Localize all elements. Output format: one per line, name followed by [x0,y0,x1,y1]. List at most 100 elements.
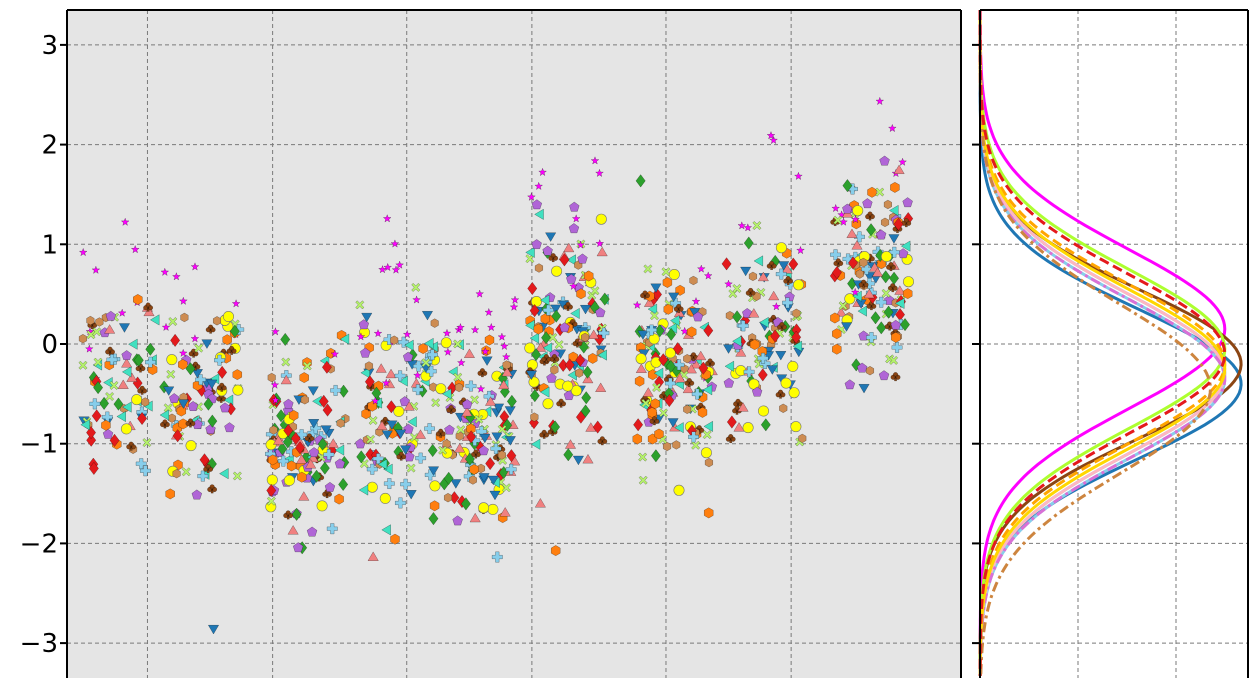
scatter-point-star [455,322,466,332]
scatter-point-triangle-down [394,429,407,440]
scatter-point-plus [412,384,424,396]
scatter-point-circle [562,380,574,392]
scatter-point-plus [106,354,118,366]
scatter-point-x [406,463,416,473]
scatter-point-star [743,223,753,232]
scatter-point-diamond [137,411,148,426]
scatter-point-club [477,368,488,378]
scatter-point-diamond [99,396,110,411]
scatter-point-diamond [290,431,301,446]
scatter-y-tick-label: 3 [41,31,58,61]
scatter-point-star [769,135,779,145]
scatter-point-hexagon [178,418,188,430]
scatter-point-triangle-up [682,383,694,394]
scatter-point-club [556,398,567,408]
scatter-point-circle [478,502,490,514]
scatter-point-hexagon [587,352,598,364]
scatter-point-diamond [580,404,591,418]
scatter-point-club [143,302,154,312]
scatter-point-triangle-left [647,303,658,315]
scatter-point-triangle-down [207,624,220,635]
scatter-point-diamond [633,418,644,432]
scatter-point-club [563,301,573,311]
scatter-point-star [190,262,200,271]
scatter-point-triangle-down [637,330,649,341]
scatter-point-triangle-left [570,307,580,320]
scatter-point-circle [487,503,499,515]
scatter-point-club [226,345,237,355]
scatter-point-plus [759,358,771,369]
scatter-point-club [105,346,115,356]
scatter-point-pentagon [751,386,763,397]
scatter-point-star [766,130,776,140]
scatter-point-diamond [295,441,306,455]
scatter-point-hexagon [469,463,479,475]
scatter-point-diamond [599,292,610,306]
scatter-point-diamond [757,368,768,382]
scatter-point-triangle-up [757,271,769,282]
scatter-point-circle [673,484,685,496]
scatter-point-triangle-down [858,383,870,394]
scatter-point-club [833,258,844,268]
scatter-point-x [554,340,564,350]
scatter-point-club [858,279,869,289]
scatter-point-pentagon [842,203,853,214]
scatter-point-hexagon-small [269,425,278,435]
scatter-point-plus [664,377,676,389]
scatter-point-hexagon [533,323,544,335]
scatter-point-triangle-left [542,342,553,354]
scatter-point-triangle-down [386,420,398,431]
scatter-point-club [705,358,715,368]
scatter-point-club [649,416,660,426]
scatter-point-circle [524,342,536,354]
scatter-point-diamond [460,497,471,511]
scatter-point-circle [131,394,143,406]
scatter-point-diamond [145,342,156,356]
scatter-point-triangle-left [407,416,417,428]
scatter-point-triangle-left [888,204,899,217]
scatter-point-hexagon-small [689,275,698,286]
scatter-point-triangle-down [427,466,440,477]
scatter-point-plus [505,463,517,475]
scatter-point-star [875,96,885,106]
scatter-point-pentagon [121,350,132,361]
scatter-point-club [446,405,457,415]
scatter-point-plus [775,268,787,280]
scatter-point-diamond [527,281,538,296]
scatter-point-plus [782,297,794,309]
scatter-point-triangle-up [582,373,594,384]
scatter-point-plus [366,463,378,475]
scatter-point-pentagon [844,379,856,390]
scatter-point-diamond [464,452,475,466]
scatter-point-diamond [327,444,338,458]
scatter-point-triangle-up [588,329,600,339]
scatter-point-hexagon [647,407,657,418]
scatter-point-star [526,192,536,202]
scatter-point-triangle-down [667,418,679,428]
scatter-point-star [178,296,188,306]
scatter-point-star [130,244,140,254]
scatter-point-plus [737,320,749,332]
scatter-point-diamond [698,361,709,375]
scatter-point-x [194,343,204,353]
scatter-point-pentagon [399,396,410,407]
scatter-point-diamond [283,423,294,438]
scatter-point-hexagon [178,359,188,370]
scatter-point-club [783,275,794,286]
scatter-point-x [638,452,648,462]
scatter-point-circle [528,376,540,388]
scatter-point-club [775,389,786,399]
scatter-point-x [109,380,119,390]
scatter-point-triangle-down [177,399,190,409]
scatter-point-hexagon [634,375,645,387]
scatter-point-star [486,322,496,332]
scatter-point-x [92,327,102,337]
scatter-point-diamond [563,448,574,462]
scatter-point-hexagon [663,303,674,315]
scatter-point-x [168,317,178,327]
scatter-point-diamond [207,414,218,428]
scatter-point-triangle-left [566,254,576,266]
scatter-point-triangle-left [539,294,550,306]
scatter-point-pentagon [306,526,318,537]
scatter-point-pentagon [878,370,890,381]
